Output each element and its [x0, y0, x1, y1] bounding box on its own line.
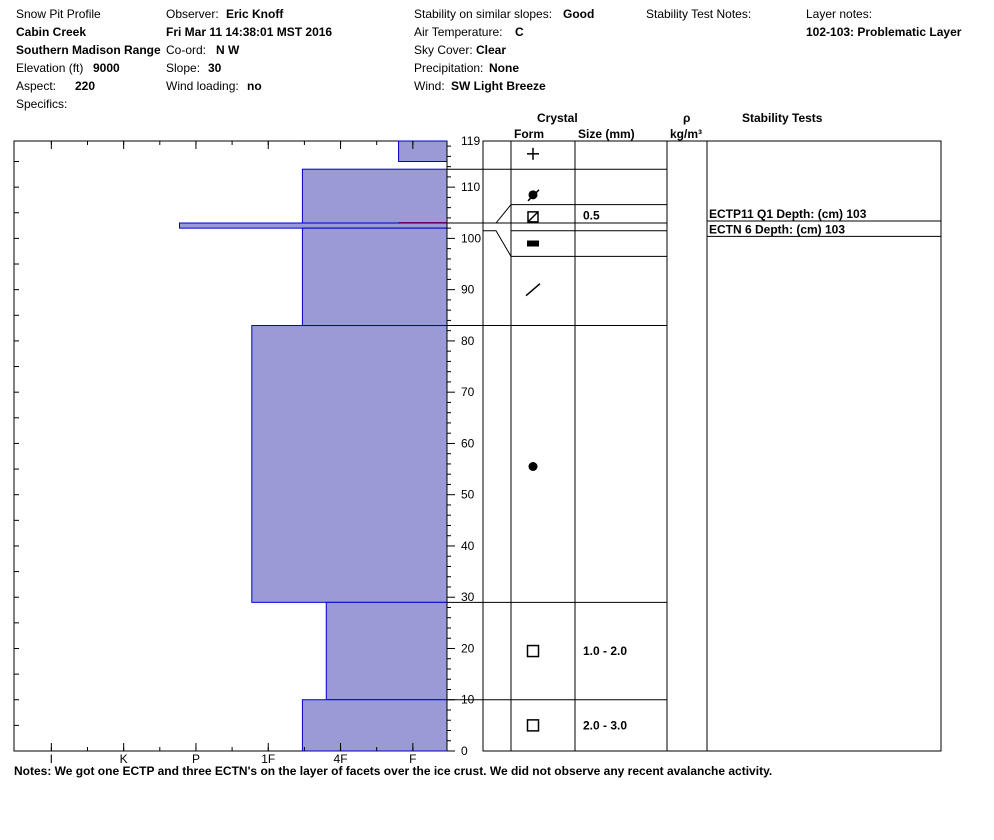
grain-size-label: 1.0 - 2.0	[583, 644, 627, 658]
elevation-value: 9000	[93, 61, 120, 75]
depth-tick-label: 60	[461, 436, 475, 450]
faceted-icon	[526, 644, 540, 658]
hardness-bar	[398, 140, 448, 163]
layer-table-frame	[482, 140, 942, 752]
hardness-bar	[301, 227, 448, 327]
depth-tick-label: 70	[461, 385, 475, 399]
hardness-tick-label: K	[120, 752, 128, 766]
air-temp-value: C	[515, 25, 524, 39]
faceted-rounding-icon	[527, 211, 539, 223]
grain-size-label: 0.5	[583, 208, 600, 222]
depth-tick-label: 119	[461, 134, 480, 148]
faceted-rounding-icon	[527, 211, 539, 223]
stability-test-notes-label: Stability Test Notes:	[646, 7, 752, 21]
sky-cover-value: Clear	[476, 43, 507, 57]
range-name: Southern Madison Range	[16, 43, 161, 57]
hardness-tick-label: F	[409, 752, 416, 766]
hardness-bar	[178, 222, 448, 229]
observation-date: Fri Mar 11 14:38:01 MST 2016	[166, 25, 333, 39]
decomposing-icon	[527, 189, 540, 202]
specifics-label: Specifics:	[16, 97, 68, 111]
depth-tick-label: 50	[461, 488, 475, 502]
elevation-label: Elevation (ft)	[16, 61, 84, 75]
coord-label: Co-ord:	[166, 43, 207, 57]
hardness-axis: I K P 1F 4F F	[50, 141, 417, 766]
layer-notes-value: 102-103: Problematic Layer	[806, 25, 962, 39]
crystal-header: Crystal	[537, 111, 578, 125]
hardness-tick-label: P	[192, 752, 200, 766]
rounding-icon	[525, 283, 541, 297]
grain-size-label: 2.0 - 3.0	[583, 718, 627, 732]
hardness-tick-label: I	[50, 752, 53, 766]
hardness-bars	[178, 140, 448, 752]
layer-connector	[483, 230, 512, 257]
rounded-grain-icon	[528, 462, 538, 472]
precipitation-label: Precipitation:	[414, 61, 484, 75]
depth-tick-label: 40	[461, 539, 475, 553]
stability-test-label: ECTN 6 Depth: (cm) 103	[709, 222, 845, 236]
aspect-value: 220	[75, 79, 96, 93]
slope-value: 30	[208, 61, 222, 75]
profile-title: Snow Pit Profile	[16, 7, 101, 21]
left-depth-ticks	[14, 161, 19, 726]
hardness-bar	[251, 325, 448, 603]
depth-tick-label: 30	[461, 590, 475, 604]
hardness-bar	[301, 168, 448, 224]
layer-rows: 0.5 1.0 - 2.0 2.0 - 3.0	[447, 147, 667, 732]
slope-label: Slope:	[166, 61, 201, 75]
depth-tick-label: 110	[461, 180, 480, 194]
faceted-icon	[526, 719, 540, 732]
sky-cover-label: Sky Cover:	[414, 43, 473, 57]
hardness-tick-label: 1F	[261, 752, 275, 766]
size-header: Size (mm)	[578, 127, 635, 141]
notes-text: Notes: We got one ECTP and three ECTN's …	[14, 764, 773, 778]
depth-tick-label: 100	[461, 231, 481, 245]
depth-tick-label: 20	[461, 641, 475, 655]
depth-tick-label: 90	[461, 283, 475, 297]
location-name: Cabin Creek	[16, 25, 87, 39]
density-unit-header: kg/m³	[670, 127, 703, 141]
layer-table	[482, 140, 942, 752]
depth-tick-label: 0	[461, 744, 468, 758]
hardness-bar	[301, 699, 448, 752]
hardness-bar	[325, 601, 448, 701]
coord-value: N W	[216, 43, 240, 57]
observer-value: Eric Knoff	[226, 7, 284, 21]
wind-loading-label: Wind loading:	[166, 79, 239, 93]
form-header: Form	[514, 127, 544, 141]
depth-tick-label: 80	[461, 334, 475, 348]
wind-loading-value: no	[247, 79, 262, 93]
layer-connector	[483, 204, 512, 224]
precipitation-value: None	[489, 61, 519, 75]
aspect-label: Aspect:	[16, 79, 57, 93]
rho-header: ρ	[683, 111, 691, 125]
air-temp-label: Air Temperature:	[414, 25, 503, 39]
stability-tests-header: Stability Tests	[742, 111, 823, 125]
ice-layer-icon	[527, 240, 539, 247]
stability-test-label: ECTP11 Q1 Depth: (cm) 103	[709, 207, 867, 221]
observer-label: Observer:	[166, 7, 219, 21]
wind-label: Wind:	[414, 79, 445, 93]
stability-similar-value: Good	[563, 7, 595, 21]
layer-notes-label: Layer notes:	[806, 7, 873, 21]
hardness-tick-label: 4F	[334, 752, 348, 766]
stability-similar-label: Stability on similar slopes:	[414, 7, 553, 21]
wind-value: SW Light Breeze	[451, 79, 546, 93]
